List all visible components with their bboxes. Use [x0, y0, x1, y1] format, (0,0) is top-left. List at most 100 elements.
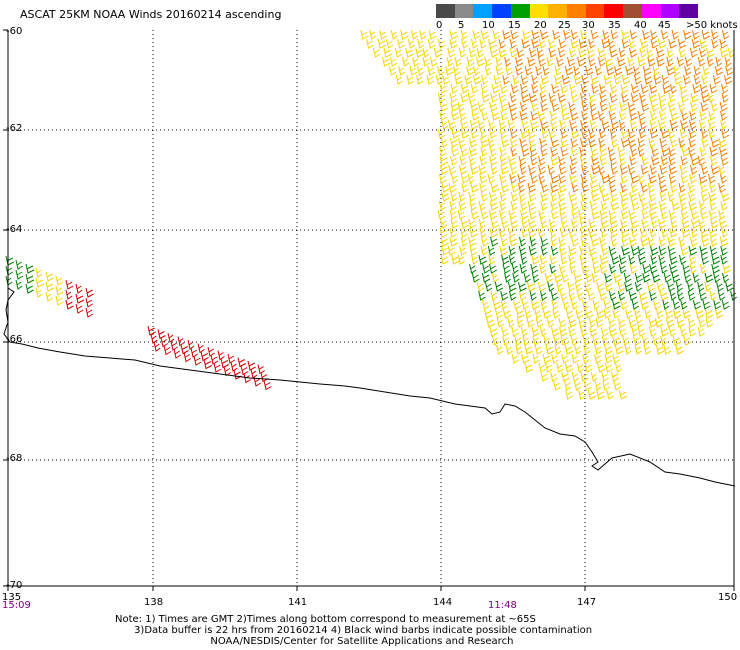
- wind-barb: [561, 371, 570, 382]
- wind-barb: [467, 92, 476, 103]
- wind-barb: [491, 110, 500, 121]
- wind-barb: [477, 101, 486, 112]
- wind-barb: [478, 164, 487, 175]
- wind-barb: [689, 236, 698, 247]
- wind-barb: [583, 380, 592, 391]
- wind-barb: [65, 299, 74, 310]
- wind-barb: [499, 155, 509, 166]
- wind-barb: [589, 326, 598, 337]
- wind-barb: [588, 218, 597, 229]
- wind-barb: [510, 29, 519, 40]
- wind-barb: [664, 308, 674, 319]
- wind-barb: [689, 263, 697, 274]
- wind-barb: [565, 308, 574, 319]
- wind-barb: [649, 227, 657, 238]
- wind-barb: [634, 272, 643, 283]
- wind-barb: [451, 254, 460, 265]
- wind-barb: [582, 353, 590, 364]
- wind-barb: [495, 308, 504, 319]
- wind-barb: [669, 290, 677, 301]
- wind-barb: [578, 389, 586, 400]
- wind-barb: [598, 137, 606, 148]
- wind-barb: [547, 281, 555, 292]
- wind-barb: [596, 281, 605, 292]
- wind-barb: [458, 47, 467, 58]
- wind-barb: [466, 56, 475, 67]
- wind-barb: [620, 299, 629, 310]
- wind-barb: [641, 218, 650, 229]
- wind-barb: [699, 47, 707, 58]
- wind-barb: [620, 182, 628, 193]
- wind-barb: [579, 245, 588, 256]
- wind-barb: [680, 299, 688, 310]
- wind-barb: [157, 329, 166, 340]
- footnotes: Note: 1) Times are GMT 2)Times along bot…: [115, 614, 592, 647]
- wind-barb: [660, 209, 668, 220]
- wind-barb: [668, 38, 677, 49]
- wind-barb: [534, 308, 542, 319]
- wind-barb: [718, 218, 728, 229]
- scale-swatch-0: [436, 4, 455, 18]
- wind-barb: [45, 271, 54, 282]
- wind-barb: [621, 92, 629, 103]
- wind-barb: [460, 236, 468, 247]
- wind-barb: [549, 254, 558, 265]
- wind-barb: [585, 272, 593, 283]
- wind-barb: [437, 38, 446, 49]
- wind-barb: [648, 173, 657, 184]
- wind-barb: [570, 146, 579, 157]
- wind-barb: [35, 277, 45, 288]
- wind-barb: [546, 56, 554, 67]
- wind-barb: [588, 227, 597, 238]
- wind-barb: [470, 83, 479, 94]
- wind-barb: [528, 47, 537, 58]
- lon-label-141: 141: [288, 597, 308, 608]
- wind-barb: [592, 335, 600, 346]
- wind-barb: [416, 74, 424, 85]
- wind-barb: [570, 137, 579, 148]
- wind-barb: [25, 273, 35, 284]
- wind-barb: [639, 92, 647, 103]
- wind-barb: [620, 218, 628, 229]
- frame-border: [7, 30, 735, 587]
- wind-barb: [481, 110, 489, 121]
- wind-barb: [447, 245, 456, 256]
- wind-barb: [55, 275, 64, 286]
- wind-barb: [458, 137, 466, 148]
- wind-barb: [587, 290, 596, 301]
- wind-barb: [584, 281, 592, 292]
- wind-barb: [650, 29, 658, 40]
- wind-barb: [580, 83, 588, 94]
- wind-barb: [709, 83, 718, 94]
- wind-barb: [660, 335, 668, 346]
- wind-barb: [707, 92, 715, 103]
- wind-barb: [527, 182, 536, 193]
- wind-barb: [695, 308, 704, 319]
- wind-barb: [488, 128, 497, 139]
- wind-barb: [253, 376, 261, 387]
- wind-barb: [697, 155, 706, 166]
- wind-barb: [538, 38, 547, 49]
- wind-barb: [637, 146, 645, 157]
- wind-barb: [725, 65, 734, 76]
- wind-barb: [609, 47, 618, 58]
- wind-barb: [570, 200, 579, 211]
- wind-barb: [597, 110, 605, 121]
- wind-barb: [582, 335, 591, 346]
- wind-barb: [498, 38, 506, 49]
- wind-barb: [710, 218, 719, 229]
- scale-swatch-6: [548, 4, 568, 18]
- wind-barb: [583, 344, 591, 355]
- wind-barb: [649, 209, 658, 220]
- lon-label-135: 135: [2, 592, 22, 603]
- wind-barb: [672, 335, 682, 346]
- wind-barb: [580, 227, 589, 238]
- wind-barb: [617, 146, 626, 157]
- wind-barb: [527, 227, 537, 238]
- wind-barb: [690, 164, 698, 175]
- wind-barb: [630, 182, 638, 193]
- wind-barb: [389, 56, 398, 67]
- wind-barb: [548, 38, 556, 49]
- wind-barb: [639, 47, 647, 58]
- wind-barb: [468, 137, 478, 148]
